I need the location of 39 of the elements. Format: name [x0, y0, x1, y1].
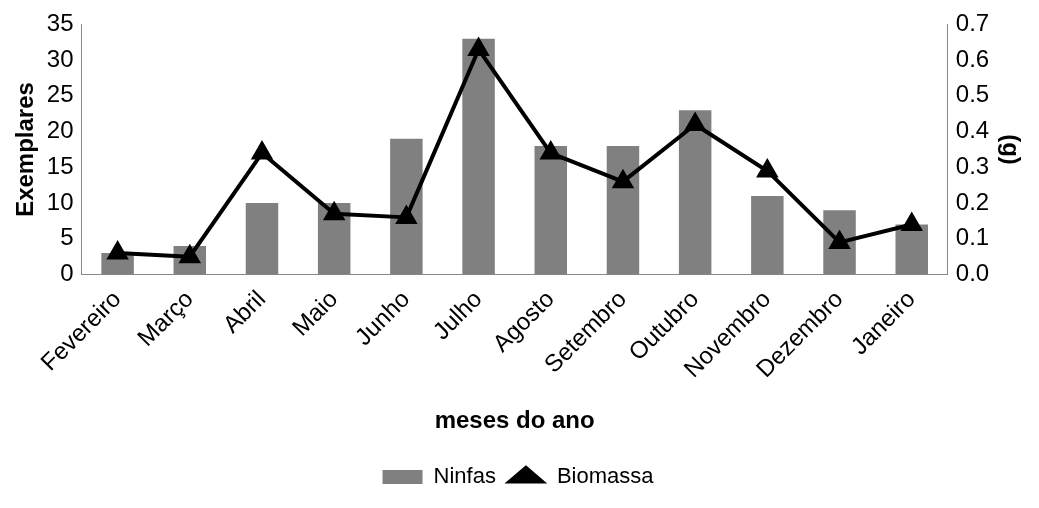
y2-tick-label: 0.4 — [955, 116, 990, 144]
y-tick-label: 15 — [46, 151, 74, 179]
y2-axis-title: (g) — [997, 134, 1025, 165]
y2-tick-label: 0.3 — [955, 151, 990, 179]
legend-label: Biomassa — [556, 463, 655, 489]
y-tick-label: 0 — [60, 259, 74, 287]
bar — [751, 195, 784, 275]
y2-tick-label: 0.6 — [955, 44, 990, 72]
point — [323, 200, 346, 221]
y2-tick-label: 0.2 — [955, 187, 990, 215]
y-axis-title: Exemplares — [11, 82, 39, 217]
point — [396, 206, 417, 224]
y-tick-label: 20 — [46, 116, 74, 144]
bar — [390, 138, 423, 275]
y-tick-label: 35 — [46, 9, 74, 37]
y-tick-label: 5 — [60, 223, 74, 251]
y-tick-label: 25 — [46, 80, 74, 108]
bar — [606, 145, 640, 275]
point — [107, 242, 128, 260]
point — [900, 211, 923, 232]
legend-label: Ninfas — [433, 463, 496, 489]
point — [613, 170, 633, 189]
y2-tick-label: 0.0 — [955, 259, 990, 287]
bar — [462, 38, 495, 275]
y-tick-label: 10 — [46, 187, 74, 215]
point — [757, 159, 778, 178]
point — [468, 38, 489, 56]
bar — [534, 145, 568, 275]
y2-tick-label: 0.5 — [955, 80, 990, 108]
y-tick-label: 30 — [46, 44, 74, 72]
point — [685, 113, 705, 131]
x-axis-title: meses do ano — [434, 406, 595, 434]
bar — [895, 224, 928, 275]
bar — [245, 203, 279, 275]
bar — [678, 110, 712, 275]
point — [540, 142, 561, 160]
point — [252, 142, 272, 160]
y2-tick-label: 0.7 — [955, 9, 990, 37]
y2-tick-label: 0.1 — [955, 223, 990, 251]
